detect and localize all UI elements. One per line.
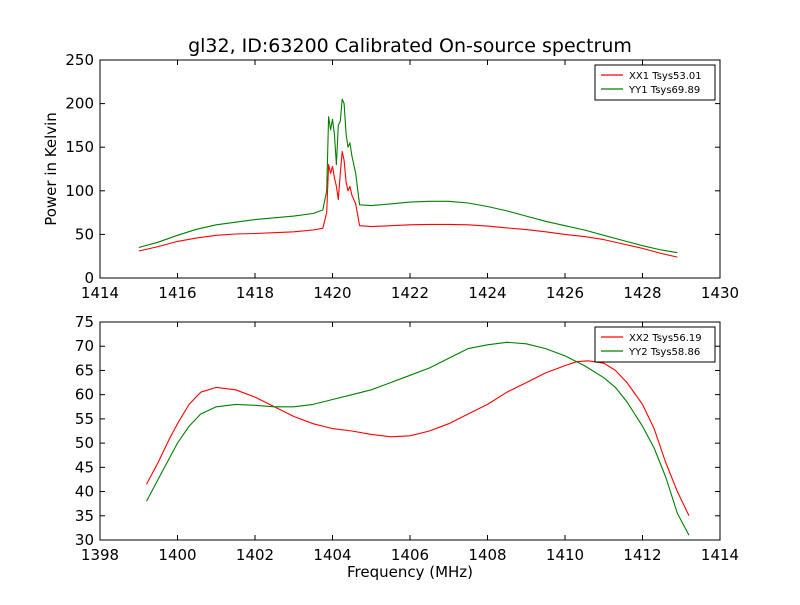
- y-tick-label: 50: [75, 225, 94, 243]
- x-tick-label: 1408: [468, 546, 506, 564]
- y-axis-label: Power in Kelvin: [42, 112, 60, 226]
- y-tick-label: 100: [65, 182, 94, 200]
- series-line-1-2: [138, 98, 678, 254]
- legend-label: XX2 Tsys56.19: [629, 333, 702, 344]
- y-tick-label: 150: [65, 138, 94, 156]
- x-tick-label: 1422: [391, 284, 429, 302]
- y-tick-label: 70: [75, 337, 94, 355]
- y-tick-label: 200: [65, 95, 94, 113]
- y-tick-label: 60: [75, 386, 94, 404]
- figure-title: gl32, ID:63200 Calibrated On-source spec…: [188, 35, 632, 57]
- x-tick-label: 1428: [623, 284, 661, 302]
- x-tick-label: 1412: [623, 546, 661, 564]
- x-tick-label: 1420: [313, 284, 351, 302]
- legend-box: [594, 64, 716, 101]
- legend-2: XX2 Tsys56.19 YY2 Tsys58.86: [594, 326, 716, 363]
- legend-1: XX1 Tsys53.01 YY1 Tsys69.89: [594, 64, 716, 101]
- x-tick-label: 1424: [468, 284, 506, 302]
- legend-label: XX1 Tsys53.01: [629, 71, 702, 82]
- x-tick-label: 1416: [158, 284, 196, 302]
- plot-panel-2: 1398 1400 1402 1404 1406 1408 1410 1412 1414 30 35…: [75, 313, 739, 581]
- y-tick-label: 65: [75, 361, 94, 379]
- x-tick-label: 1418: [236, 284, 274, 302]
- y-tick-label: 0: [84, 269, 94, 287]
- y-tick-label: 35: [75, 507, 94, 525]
- y-tick-label: 45: [75, 458, 94, 476]
- y-tick-label: 30: [75, 531, 94, 549]
- series-line-2-2: [146, 341, 690, 536]
- x-tick-label: 1406: [391, 546, 429, 564]
- y-tick-label: 250: [65, 51, 94, 69]
- x-tick-label: 1414: [81, 284, 119, 302]
- x-tick-label: 1404: [313, 546, 351, 564]
- legend-label: YY2 Tsys58.86: [628, 347, 700, 358]
- plot-panel-1: 1414 1416 1418 1420 1422 1424 1426 1428 1430 0 50 1…: [42, 51, 739, 302]
- series-line-1-1: [138, 151, 678, 258]
- legend-label: YY1 Tsys69.89: [628, 85, 700, 96]
- x-tick-label: 1430: [701, 284, 739, 302]
- y-tick-label: 55: [75, 410, 94, 428]
- x-axis-label: Frequency (MHz): [347, 563, 473, 581]
- x-tick-label: 1410: [546, 546, 584, 564]
- x-tick-label: 1398: [81, 546, 119, 564]
- y-tick-label: 40: [75, 483, 94, 501]
- y-tick-label: 50: [75, 434, 94, 452]
- y-tick-label: 75: [75, 313, 94, 331]
- x-tick-label: 1402: [236, 546, 274, 564]
- legend-box: [594, 326, 716, 363]
- series-line-2-1: [146, 360, 690, 517]
- x-tick-label: 1400: [158, 546, 196, 564]
- x-tick-label: 1426: [546, 284, 584, 302]
- x-tick-label: 1414: [701, 546, 739, 564]
